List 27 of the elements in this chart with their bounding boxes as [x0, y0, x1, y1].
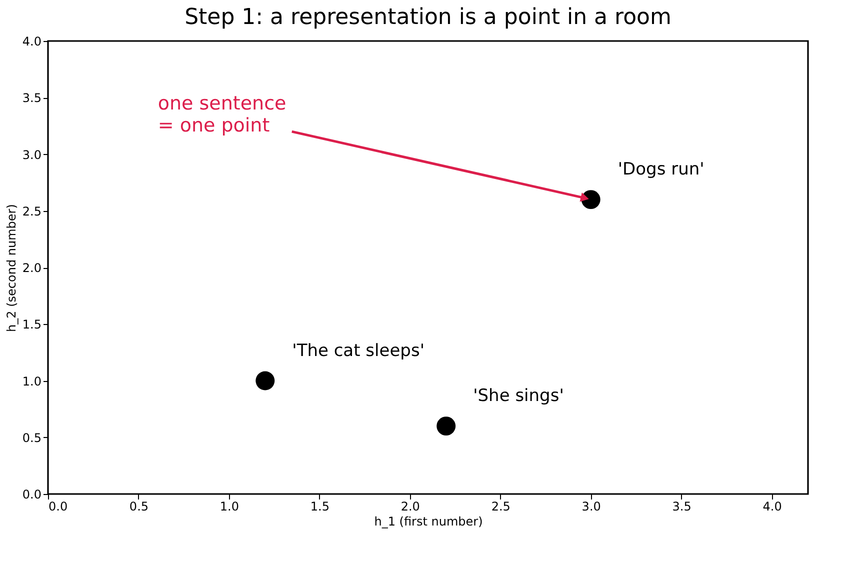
x-tick-label: 0.0: [48, 500, 68, 514]
x-axis-title: h_1 (first number): [374, 514, 483, 528]
x-tick-label: 4.0: [762, 500, 782, 514]
y-tick-label: 1.0: [22, 374, 42, 388]
y-tick-label: 1.5: [22, 318, 42, 332]
y-tick-label: 2.0: [22, 261, 42, 275]
x-tick-label: 2.5: [491, 500, 510, 514]
y-tick-label: 3.5: [22, 91, 42, 106]
point: [256, 371, 275, 390]
x-tick-label: 1.0: [220, 500, 239, 514]
x-tick-label: 1.5: [310, 500, 330, 514]
y-tick-label: 0.0: [22, 488, 42, 502]
annotation: one sentence = one point: [158, 92, 286, 137]
y-tick-label: 4.0: [22, 34, 42, 48]
chart-title: Step 1: a representation is a point in a room: [184, 5, 672, 30]
y-tick-label: 3.0: [22, 148, 42, 162]
x-tick-label: 2.0: [400, 500, 420, 514]
annotation: 'Dogs run': [618, 160, 704, 180]
y-axis-title: h_2 (second number): [4, 204, 18, 332]
point: [436, 416, 456, 436]
annotation: 'The cat sleeps': [292, 340, 424, 361]
y-tick-label: 0.5: [22, 430, 42, 445]
y-tick-label: 2.5: [22, 204, 42, 218]
x-tick-label: 0.5: [129, 500, 149, 514]
x-tick-label: 3.0: [582, 500, 601, 514]
x-tick-label: 3.5: [672, 500, 692, 514]
annotation: 'She sings': [473, 386, 564, 406]
